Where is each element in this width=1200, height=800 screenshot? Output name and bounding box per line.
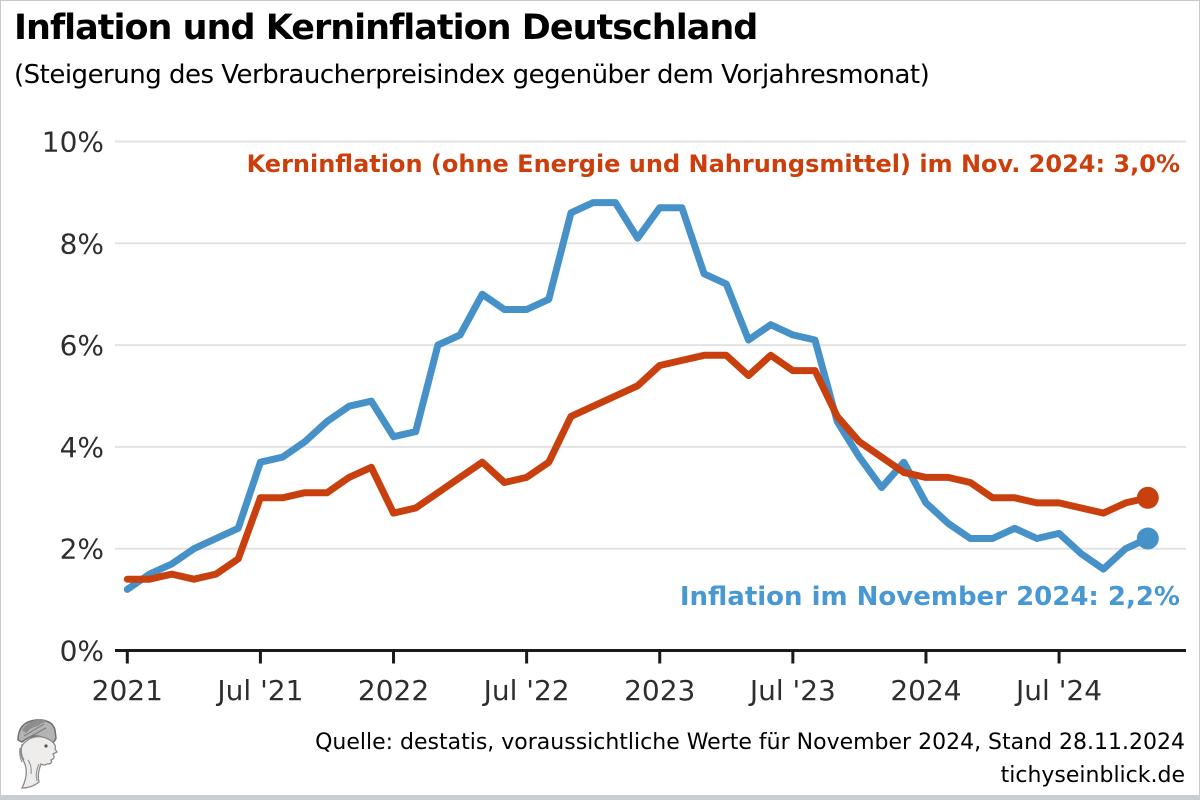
- line-kerninflation-ohne-energie-und-nahrungsmittel-: [123, 351, 1152, 583]
- y-tick-label-10%: 10%: [42, 126, 104, 159]
- x-tick-label-2022: 2022: [358, 674, 429, 707]
- line-inflation: [123, 199, 1152, 593]
- y-tick-label-8%: 8%: [60, 227, 104, 260]
- x-tick-label-2023: 2023: [624, 674, 695, 707]
- footer: Quelle: destatis, voraussichtliche Werte…: [315, 726, 1185, 792]
- end-dot-inflation: [1136, 527, 1159, 550]
- x-tick-label-2024: 2024: [890, 674, 961, 707]
- y-tick-label-0%: 0%: [60, 635, 104, 668]
- source-line: Quelle: destatis, voraussichtliche Werte…: [315, 730, 1185, 755]
- page-subtitle: (Steigerung des Verbraucherpreisindex ge…: [14, 60, 930, 90]
- y-tick-label-2%: 2%: [60, 533, 104, 566]
- x-tick-label-Jul '21: Jul '21: [215, 674, 303, 707]
- tichys-einblick-hermes-head-logo: [17, 719, 58, 789]
- y-tick-label-4%: 4%: [60, 431, 104, 464]
- end-dot-kerninflation-ohne-energie-und-nahrungsmittel-: [1136, 486, 1159, 509]
- page-title: Inflation und Kerninflation Deutschland: [14, 8, 758, 48]
- bottom-border-bar: [0, 795, 1200, 800]
- x-tick-label-2021: 2021: [92, 674, 163, 707]
- x-tick-label-Jul '22: Jul '22: [482, 674, 570, 707]
- hermes-head-icon: [17, 719, 58, 789]
- y-tick-label-6%: 6%: [60, 329, 104, 362]
- x-tick-label-Jul '23: Jul '23: [748, 674, 836, 707]
- site-name: tichyseinblick.de: [1000, 763, 1185, 788]
- core-inflation-annotation: Kerninflation (ohne Energie und Nahrungs…: [246, 150, 1180, 178]
- headline-inflation-annotation: Inflation im November 2024: 2,2%: [679, 582, 1180, 612]
- x-tick-label-Jul '24: Jul '24: [1014, 674, 1102, 707]
